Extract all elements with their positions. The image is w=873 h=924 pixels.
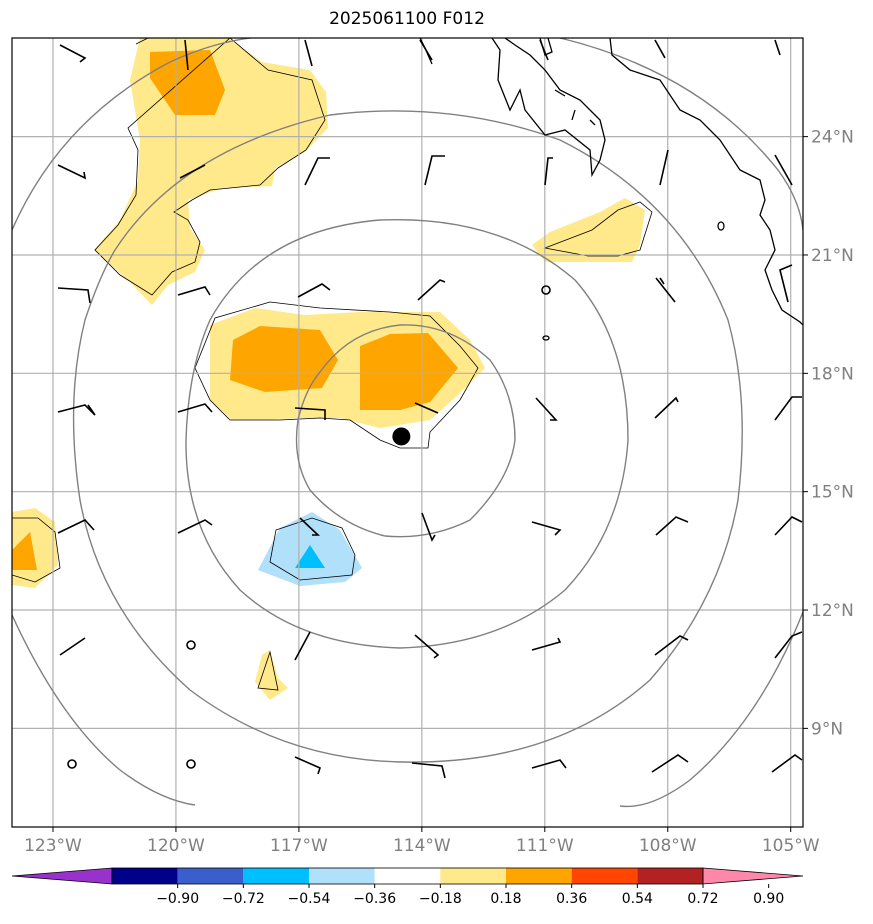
wind-barbs — [57, 39, 803, 779]
colorbar-label: 0.54 — [622, 891, 653, 907]
colorbar-label: −0.90 — [156, 891, 199, 907]
colorbar-extend-high — [702, 867, 804, 885]
lat-tick-label: 24°N — [811, 128, 854, 148]
map-layers — [12, 38, 803, 827]
lat-tick-label: 15°N — [811, 483, 854, 503]
colorbar-segment — [243, 868, 309, 884]
colorbar-label: −0.18 — [419, 891, 462, 907]
colorbar-label: −0.36 — [353, 891, 396, 907]
lat-tick-label: 18°N — [811, 364, 854, 384]
lon-tick-label: 120°W — [147, 836, 205, 856]
anomaly-fill-negative — [258, 512, 362, 586]
colorbar-frame — [111, 867, 704, 885]
colorbar-extend-low — [11, 867, 113, 885]
colorbar-segment — [637, 868, 703, 884]
latitude-axis: 24°N 21°N 18°N 15°N 12°N 9°N — [803, 128, 854, 739]
colorbar-segment — [440, 868, 506, 884]
colorbar-label: 0.72 — [687, 891, 718, 907]
map-title: 2025061100 F012 — [329, 9, 485, 29]
colorbar: −0.90 −0.72 −0.54 −0.36 −0.18 0.18 0.36 0.54 0.7… — [11, 867, 804, 907]
storm-center-marker — [392, 427, 411, 446]
colorbar-segment — [374, 868, 441, 884]
lat-tick-label: 9°N — [811, 719, 843, 739]
colorbar-segment — [571, 868, 638, 884]
colorbar-label: 0.36 — [556, 891, 587, 907]
lat-tick-label: 12°N — [811, 601, 854, 621]
colorbar-label: −0.54 — [288, 891, 331, 907]
lon-tick-label: 114°W — [393, 836, 451, 856]
anomaly-fill-core — [12, 50, 458, 570]
coastline — [419, 38, 803, 341]
map-frame — [11, 37, 804, 828]
colorbar-segment — [177, 868, 244, 884]
colorbar-segment — [112, 868, 178, 884]
lon-tick-label: 108°W — [639, 836, 697, 856]
colorbar-label: 0.18 — [490, 891, 521, 907]
lon-tick-label: 111°W — [516, 836, 574, 856]
contour-lines — [12, 38, 653, 691]
colorbar-label: 0.90 — [753, 891, 784, 907]
colorbar-label: −0.72 — [222, 891, 265, 907]
lon-tick-label: 117°W — [270, 836, 328, 856]
range-rings — [12, 38, 803, 808]
colorbar-segment — [309, 868, 375, 884]
longitude-axis: 123°W 120°W 117°W 114°W 111°W 108°W 105°W — [24, 827, 820, 856]
colorbar-segment — [506, 868, 572, 884]
lat-lon-grid — [12, 38, 803, 827]
lat-tick-label: 21°N — [811, 246, 854, 266]
lon-tick-label: 123°W — [24, 836, 82, 856]
lon-tick-label: 105°W — [762, 836, 820, 856]
